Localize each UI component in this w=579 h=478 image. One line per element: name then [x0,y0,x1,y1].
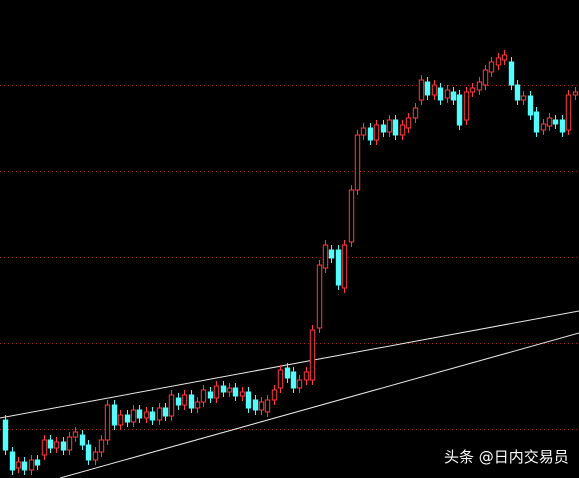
watermark: 头条 @日内交易员 [444,448,569,466]
candle-body [104,404,111,441]
candle-body [386,119,393,133]
candle-body [367,127,374,141]
candle-body [508,61,515,86]
candle-body [245,391,252,409]
candle-body [437,87,444,101]
candle-body [527,95,534,116]
candle-body [514,84,521,101]
candle-body [373,124,380,141]
candle-body [136,409,143,419]
candle-body [296,379,303,389]
candle-body [354,134,361,191]
trend-line [60,332,579,478]
candle-body [200,389,207,403]
candle-body [232,387,239,397]
candle-body [149,411,156,421]
trend-line [0,310,579,419]
candle-body [335,249,342,286]
candle-body [168,394,175,417]
candle-body [111,404,118,426]
candle-body [72,431,79,438]
candle-body [143,411,150,419]
candle-body [488,61,495,73]
candle-body [252,399,259,411]
candle-body [194,401,201,409]
candle-body [92,451,99,461]
candle-body [501,54,508,61]
candle-body [60,441,67,451]
candle-body [220,385,227,393]
candle-body [258,401,265,411]
candle-body [482,69,489,86]
candle-body [284,367,291,379]
candle-body [213,385,220,399]
candle-body [47,439,54,449]
candle-body [444,89,451,99]
candle-body [360,127,367,136]
candle-body [175,397,182,406]
candle-body [322,244,329,269]
candle-body [559,119,566,133]
candle-body [348,189,355,243]
candle-body [41,439,48,456]
candle-body [130,409,137,423]
candle-body [405,117,412,129]
candle-body [533,111,540,133]
candle-body [546,117,553,127]
candle-body [28,459,35,471]
candle-body [520,95,527,101]
candle-body [162,407,169,417]
candle-body [9,451,16,471]
candle-body [380,124,387,133]
candle-body [207,391,214,399]
candle-body [565,94,572,131]
candle-body [53,441,60,449]
candle-body [476,81,483,91]
candle-body [341,244,348,289]
candle-body [66,436,73,451]
candle-body [540,123,547,131]
candle-body [98,439,105,453]
candle-body [469,87,476,93]
candle-body [463,91,470,121]
candle-body [124,414,131,423]
candle-body [572,91,579,96]
candle-body [188,394,195,409]
candle-body [309,329,316,381]
candle-body [328,249,335,259]
candle-body [392,119,399,136]
candle-body [85,444,92,461]
candle-body [290,371,297,389]
candle-body [79,434,86,446]
candle-body [226,387,233,393]
candle-body [412,107,419,119]
candle-body [264,399,271,413]
candle-body [450,91,457,101]
candle-body [277,369,284,389]
candle-body [117,414,124,426]
candle-body [181,394,188,406]
candle-body [21,461,28,471]
candle-body [303,371,310,381]
candle-body [399,124,406,136]
candle-body [456,94,463,126]
candle-body [2,419,9,451]
candle-body [431,84,438,96]
candle-body [316,264,323,329]
candle-body [424,81,431,96]
candle-body [156,407,163,421]
candle-body [418,79,425,101]
candle-body [15,461,22,469]
candle-body [552,119,559,125]
candle-body [271,389,278,401]
candle-body [239,391,246,397]
candle-body [495,57,502,66]
candle-body [34,459,41,466]
